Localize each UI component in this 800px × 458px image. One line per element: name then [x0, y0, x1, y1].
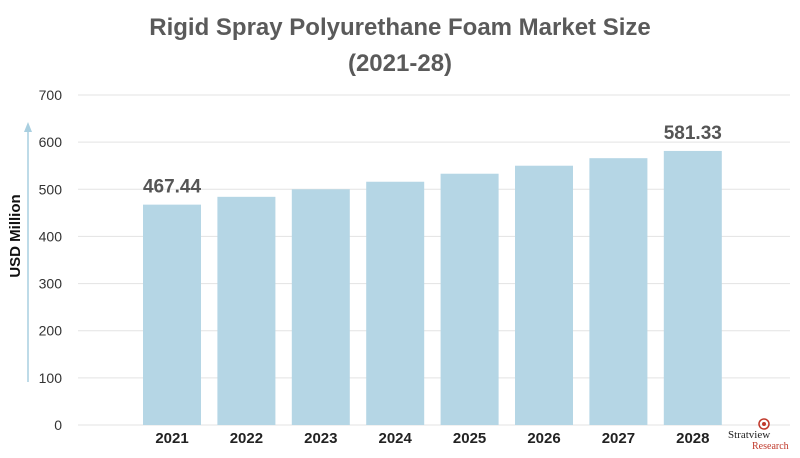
- chart-title: Rigid Spray Polyurethane Foam Market Siz…: [149, 14, 651, 41]
- logo-sub: Research: [752, 441, 789, 452]
- y-axis-ticks: 0 100 200 300 400 500 600 700: [39, 87, 63, 433]
- y-tick-label-400: 400: [39, 228, 63, 244]
- y-tick-label-200: 200: [39, 323, 63, 339]
- chart-title-block: Rigid Spray Polyurethane Foam Market Siz…: [0, 10, 800, 82]
- bar-2021: [143, 204, 201, 425]
- x-tick-label-2022: 2022: [230, 430, 263, 447]
- y-tick-label-600: 600: [39, 134, 63, 150]
- data-label-2021: 467.44: [143, 177, 202, 198]
- y-axis-arrow-head: [24, 122, 32, 132]
- bar-2026: [515, 165, 573, 425]
- bar-2025: [440, 173, 499, 425]
- bar-2028: [663, 150, 722, 425]
- x-tick-label-2023: 2023: [304, 430, 337, 447]
- x-axis-ticks: 2021 2022 2023 2024 2025 2026 2027 2028: [155, 430, 709, 447]
- y-tick-label-500: 500: [39, 181, 63, 197]
- data-label-2028: 581.33: [664, 123, 722, 144]
- y-axis-label: USD Million: [7, 194, 24, 277]
- x-tick-label-2024: 2024: [379, 430, 413, 447]
- y-tick-label-300: 300: [39, 276, 63, 292]
- bar-2027: [589, 158, 648, 425]
- bars: [143, 150, 722, 425]
- x-tick-label-2025: 2025: [453, 430, 486, 447]
- x-tick-label-2021: 2021: [155, 430, 188, 447]
- data-labels: 467.44 581.33: [143, 123, 722, 198]
- x-tick-label-2028: 2028: [676, 430, 709, 447]
- logo-name: Stratview: [728, 429, 771, 441]
- logo-target-icon: [758, 418, 770, 430]
- y-tick-label-0: 0: [54, 417, 62, 433]
- stratview-logo: Stratview Research: [728, 418, 792, 456]
- chart-subtitle: (2021-28): [347, 50, 453, 77]
- y-tick-label-700: 700: [39, 87, 63, 103]
- bar-2022: [217, 196, 276, 425]
- y-tick-label-100: 100: [39, 370, 63, 386]
- bar-2024: [366, 181, 425, 425]
- x-tick-label-2027: 2027: [602, 430, 635, 447]
- y-axis-arrow: [24, 122, 32, 382]
- bar-2023: [291, 189, 350, 425]
- x-tick-label-2026: 2026: [527, 430, 560, 447]
